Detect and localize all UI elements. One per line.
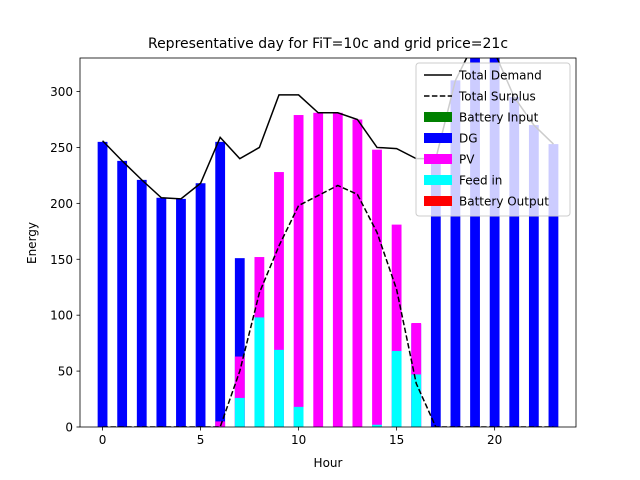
legend-label-dg: DG — [459, 132, 478, 146]
bar-dg-17 — [430, 158, 441, 427]
bar-dg-6 — [215, 141, 226, 427]
bar-feed-in-8 — [254, 317, 265, 427]
bar-dg-2 — [136, 179, 147, 427]
plot-area — [97, 58, 559, 427]
x-tick-label-0: 0 — [99, 433, 107, 447]
y-tick-label-100: 100 — [50, 309, 73, 323]
legend-swatch-pv — [424, 154, 452, 164]
legend-label-battery-input: Battery Input — [459, 111, 539, 125]
bar-dg-4 — [176, 198, 186, 427]
y-tick-label-0: 0 — [65, 421, 73, 435]
bar-pv-15 — [391, 224, 402, 427]
bar-feed-in-7 — [234, 397, 245, 427]
legend-label-feed-in: Feed in — [459, 174, 502, 188]
bar-feed-in-15 — [391, 350, 402, 427]
y-tick-label-50: 50 — [58, 365, 73, 379]
axes-frame — [79, 57, 577, 428]
legend-swatch-dg — [424, 133, 452, 143]
x-tick-label-20: 20 — [487, 433, 502, 447]
chart-title: Representative day for FiT=10c and grid … — [148, 36, 508, 52]
bar-pv-6 — [215, 421, 226, 427]
legend: Total Demand Total Surplus Battery Input DG… — [415, 62, 571, 217]
bar-dg-1 — [117, 160, 128, 427]
bar-feed-in-9 — [274, 349, 284, 427]
bar-feed-in-14 — [372, 424, 382, 427]
x-tick-label-5: 5 — [197, 433, 205, 447]
legend-swatch-battery-output — [424, 196, 452, 206]
bar-dg-3 — [156, 197, 167, 427]
bar-pv-11 — [313, 112, 324, 427]
y-tick-label-200: 200 — [50, 197, 73, 211]
y-tick-label-250: 250 — [50, 141, 73, 155]
bar-dg-23 — [548, 144, 559, 427]
bar-pv-14 — [372, 149, 382, 427]
bar-dg-0 — [97, 141, 108, 427]
legend-label-pv: PV — [459, 153, 475, 167]
bar-dg-7 — [234, 258, 245, 427]
bar-pv-10 — [293, 115, 304, 427]
y-tick-label-150: 150 — [50, 253, 73, 267]
legend-label-total-surplus: Total Surplus — [458, 90, 536, 104]
line-total-demand — [102, 58, 554, 200]
bar-pv-9 — [274, 172, 284, 427]
bar-pv-12 — [332, 112, 343, 427]
y-axis-label: Energy — [25, 222, 39, 264]
x-axis-label: Hour — [314, 456, 343, 470]
bar-pv-7 — [234, 356, 245, 427]
bar-dg-22 — [528, 125, 539, 427]
bar-dg-18 — [450, 80, 461, 427]
bar-pv-13 — [352, 119, 363, 427]
legend-swatch-feed-in — [424, 175, 452, 185]
bar-feed-in-16 — [411, 374, 422, 427]
legend-box — [415, 62, 571, 217]
x-tick-label-10: 10 — [291, 433, 306, 447]
legend-label-total-demand: Total Demand — [458, 69, 542, 83]
marks-group — [97, 58, 559, 427]
bar-dg-5 — [195, 183, 206, 427]
x-tick-label-15: 15 — [389, 433, 404, 447]
y-tick-label-300: 300 — [50, 85, 73, 99]
legend-label-battery-output: Battery Output — [459, 195, 549, 209]
bar-feed-in-10 — [293, 406, 304, 427]
bar-dg-21 — [509, 97, 520, 427]
line-total-surplus — [102, 184, 554, 427]
legend-swatch-battery-input — [424, 112, 452, 122]
bar-dg-19 — [470, 58, 480, 427]
bar-dg-20 — [489, 58, 500, 427]
